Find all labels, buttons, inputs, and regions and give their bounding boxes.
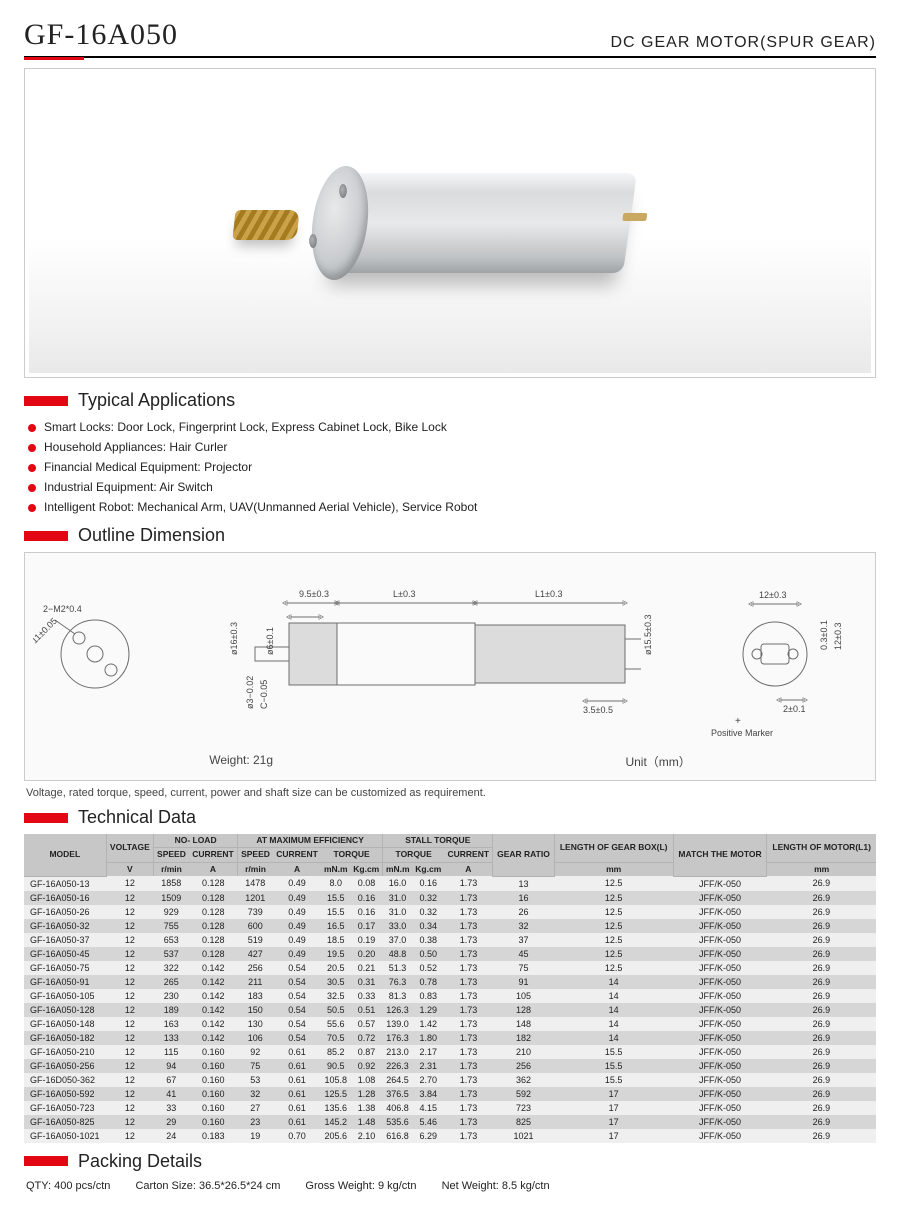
svg-text:3.5±0.5: 3.5±0.5 xyxy=(583,705,613,715)
svg-text:+: + xyxy=(735,716,741,727)
table-row: GF-16A050-32127550.1286000.4916.50.1733.… xyxy=(24,919,876,933)
table-row: GF-16A050-182121330.1421060.5470.50.7217… xyxy=(24,1031,876,1045)
section-bar-icon xyxy=(24,1156,68,1166)
packing-net: Net Weight: 8.5 kg/ctn xyxy=(442,1180,550,1192)
section-bar-icon xyxy=(24,813,68,823)
applications-list: Smart Locks: Door Lock, Fingerprint Lock… xyxy=(24,417,876,517)
section-title-text: Packing Details xyxy=(78,1151,202,1172)
section-bar-icon xyxy=(24,531,68,541)
table-row: GF-16A050-105122300.1421830.5432.50.3381… xyxy=(24,989,876,1003)
weight-label: Weight: 21g xyxy=(209,753,273,770)
section-outline: Outline Dimension xyxy=(24,525,876,546)
application-item: Industrial Equipment: Air Switch xyxy=(28,477,876,497)
application-item: Household Appliances: Hair Curler xyxy=(28,437,876,457)
table-row: GF-16A050-75123220.1422560.5420.50.2151.… xyxy=(24,961,876,975)
customization-note: Voltage, rated torque, speed, current, p… xyxy=(26,787,874,799)
table-row: GF-16A050-148121630.1421300.5455.60.5713… xyxy=(24,1017,876,1031)
section-title-text: Typical Applications xyxy=(78,390,235,411)
svg-text:12±0.3: 12±0.3 xyxy=(759,590,786,600)
table-row: GF-16D050-36212670.160530.61105.81.08264… xyxy=(24,1073,876,1087)
outline-drawing-frame: 2−M2*0.4 11±0.05 9.5±0.3 6.5±0.1 L±0.3 L… xyxy=(24,552,876,781)
packing-carton: Carton Size: 36.5*26.5*24 cm xyxy=(135,1180,280,1192)
section-applications: Typical Applications xyxy=(24,390,876,411)
svg-text:ø6±0.1: ø6±0.1 xyxy=(265,627,275,655)
model-number: GF-16A050 xyxy=(24,18,178,52)
section-title-text: Outline Dimension xyxy=(78,525,225,546)
product-photo-frame xyxy=(24,68,876,378)
svg-text:L±0.3: L±0.3 xyxy=(393,589,415,599)
table-header: MODEL VOLTAGE NO- LOAD AT MAXIMUM EFFICI… xyxy=(24,834,876,876)
table-row: GF-16A050-45125370.1284270.4919.50.2048.… xyxy=(24,947,876,961)
section-technical: Technical Data xyxy=(24,807,876,828)
table-body: GF-16A050-131218580.12814780.498.00.0816… xyxy=(24,876,876,1143)
application-item: Financial Medical Equipment: Projector xyxy=(28,457,876,477)
table-row: GF-16A050-26129290.1287390.4915.50.1631.… xyxy=(24,905,876,919)
section-packing: Packing Details xyxy=(24,1151,876,1172)
svg-text:12±0.3: 12±0.3 xyxy=(833,623,843,650)
product-type: DC GEAR MOTOR(SPUR GEAR) xyxy=(611,34,877,52)
accent-rule xyxy=(24,57,84,60)
motor-illustration xyxy=(240,148,660,298)
packing-details: QTY: 400 pcs/ctn Carton Size: 36.5*26.5*… xyxy=(24,1178,876,1200)
svg-text:ø15.5±0.3: ø15.5±0.3 xyxy=(643,615,653,655)
table-row: GF-16A050-72312330.160270.61135.61.38406… xyxy=(24,1101,876,1115)
table-row: GF-16A050-102112240.183190.70205.62.1061… xyxy=(24,1129,876,1143)
svg-text:L1±0.3: L1±0.3 xyxy=(535,589,562,599)
section-bar-icon xyxy=(24,396,68,406)
svg-text:ø16±0.3: ø16±0.3 xyxy=(229,622,239,655)
product-photo xyxy=(29,73,871,373)
packing-gross: Gross Weight: 9 kg/ctn xyxy=(305,1180,416,1192)
engineering-drawing: 2−M2*0.4 11±0.05 9.5±0.3 6.5±0.1 L±0.3 L… xyxy=(33,559,867,744)
table-row: GF-16A050-210121150.160920.6185.20.87213… xyxy=(24,1045,876,1059)
unit-label: Unit（mm） xyxy=(625,753,690,770)
svg-text:ø3−0.02: ø3−0.02 xyxy=(245,676,255,709)
table-row: GF-16A050-128121890.1421500.5450.50.5112… xyxy=(24,1003,876,1017)
section-title-text: Technical Data xyxy=(78,807,196,828)
application-item: Intelligent Robot: Mechanical Arm, UAV(U… xyxy=(28,497,876,517)
table-row: GF-16A050-37126530.1285190.4918.50.1937.… xyxy=(24,933,876,947)
technical-data-table: MODEL VOLTAGE NO- LOAD AT MAXIMUM EFFICI… xyxy=(24,834,876,1143)
table-row: GF-16A050-59212410.160320.61125.51.28376… xyxy=(24,1087,876,1101)
packing-qty: QTY: 400 pcs/ctn xyxy=(26,1180,110,1192)
table-row: GF-16A050-91122650.1422110.5430.50.3176.… xyxy=(24,975,876,989)
page-header: GF-16A050 DC GEAR MOTOR(SPUR GEAR) xyxy=(24,18,876,58)
table-row: GF-16A050-82512290.160230.61145.21.48535… xyxy=(24,1115,876,1129)
svg-text:0.3±0.1: 0.3±0.1 xyxy=(819,620,829,650)
table-row: GF-16A050-161215090.12812010.4915.50.163… xyxy=(24,891,876,905)
svg-text:9.5±0.3: 9.5±0.3 xyxy=(299,589,329,599)
table-row: GF-16A050-131218580.12814780.498.00.0816… xyxy=(24,876,876,891)
svg-text:2±0.1: 2±0.1 xyxy=(783,704,805,714)
svg-text:Positive Marker: Positive Marker xyxy=(711,728,773,738)
svg-text:11±0.05: 11±0.05 xyxy=(33,616,59,646)
svg-text:C−0.05: C−0.05 xyxy=(259,680,269,709)
table-row: GF-16A050-25612940.160750.6190.50.92226.… xyxy=(24,1059,876,1073)
svg-text:2−M2*0.4: 2−M2*0.4 xyxy=(43,604,82,614)
application-item: Smart Locks: Door Lock, Fingerprint Lock… xyxy=(28,417,876,437)
drawing-footer: Weight: 21g Unit（mm） xyxy=(33,749,867,770)
